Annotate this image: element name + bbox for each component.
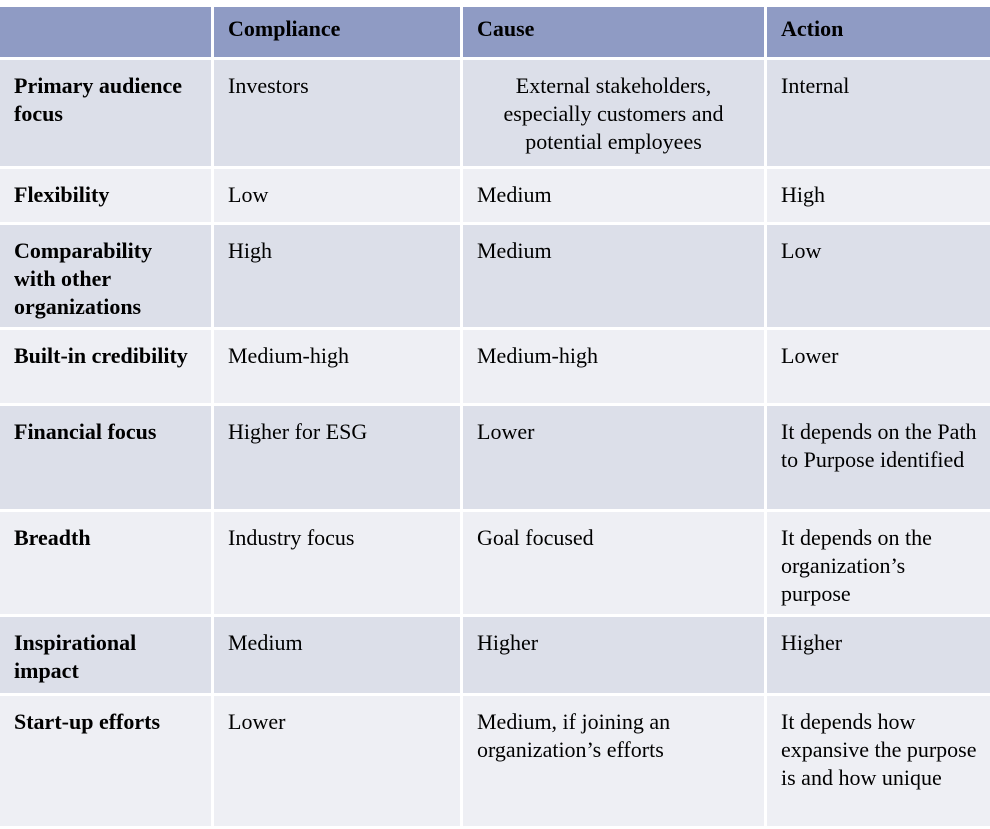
- cell-action: It depends on the Path to Purpose identi…: [767, 406, 990, 509]
- cell-action: Lower: [767, 330, 990, 403]
- cell-action: Low: [767, 225, 990, 327]
- cell-cause: Higher: [463, 617, 764, 693]
- cell-cause: Medium, if joining an organization’s eff…: [463, 696, 764, 826]
- cell-action: It depends on the organization’s purpose: [767, 512, 990, 614]
- header-cause: Cause: [463, 7, 764, 57]
- row-label: Breadth: [0, 512, 211, 614]
- cell-compliance: Investors: [214, 60, 460, 166]
- cell-cause: Lower: [463, 406, 764, 509]
- cell-compliance: Medium: [214, 617, 460, 693]
- cell-compliance: Industry focus: [214, 512, 460, 614]
- table-row: Breadth Industry focus Goal focused It d…: [0, 512, 990, 614]
- cell-cause: External stakeholders, especially custom…: [463, 60, 764, 166]
- comparison-table: Compliance Cause Action Primary audience…: [0, 4, 990, 829]
- row-label: Financial focus: [0, 406, 211, 509]
- cell-cause: Medium-high: [463, 330, 764, 403]
- row-label: Inspirational impact: [0, 617, 211, 693]
- cell-compliance: Higher for ESG: [214, 406, 460, 509]
- cell-compliance: High: [214, 225, 460, 327]
- table-row: Inspirational impact Medium Higher Highe…: [0, 617, 990, 693]
- cell-cause: Medium: [463, 225, 764, 327]
- header-empty: [0, 7, 211, 57]
- table-row: Financial focus Higher for ESG Lower It …: [0, 406, 990, 509]
- cell-action: Higher: [767, 617, 990, 693]
- row-label: Built-in credibility: [0, 330, 211, 403]
- row-label: Primary audience focus: [0, 60, 211, 166]
- cell-compliance: Medium-high: [214, 330, 460, 403]
- cell-cause: Goal focused: [463, 512, 764, 614]
- row-label: Comparability with other organizations: [0, 225, 211, 327]
- cell-compliance: Lower: [214, 696, 460, 826]
- table-row: Flexibility Low Medium High: [0, 169, 990, 222]
- cell-action: It depends how expansive the purpose is …: [767, 696, 990, 826]
- cell-action: High: [767, 169, 990, 222]
- table-row: Primary audience focus Investors Externa…: [0, 60, 990, 166]
- header-compliance: Compliance: [214, 7, 460, 57]
- header-row: Compliance Cause Action: [0, 7, 990, 57]
- row-label: Start-up efforts: [0, 696, 211, 826]
- cell-compliance: Low: [214, 169, 460, 222]
- table-row: Start-up efforts Lower Medium, if joinin…: [0, 696, 990, 826]
- header-action: Action: [767, 7, 990, 57]
- row-label: Flexibility: [0, 169, 211, 222]
- cell-action: Internal: [767, 60, 990, 166]
- cell-cause: Medium: [463, 169, 764, 222]
- table-row: Built-in credibility Medium-high Medium-…: [0, 330, 990, 403]
- table-row: Comparability with other organizations H…: [0, 225, 990, 327]
